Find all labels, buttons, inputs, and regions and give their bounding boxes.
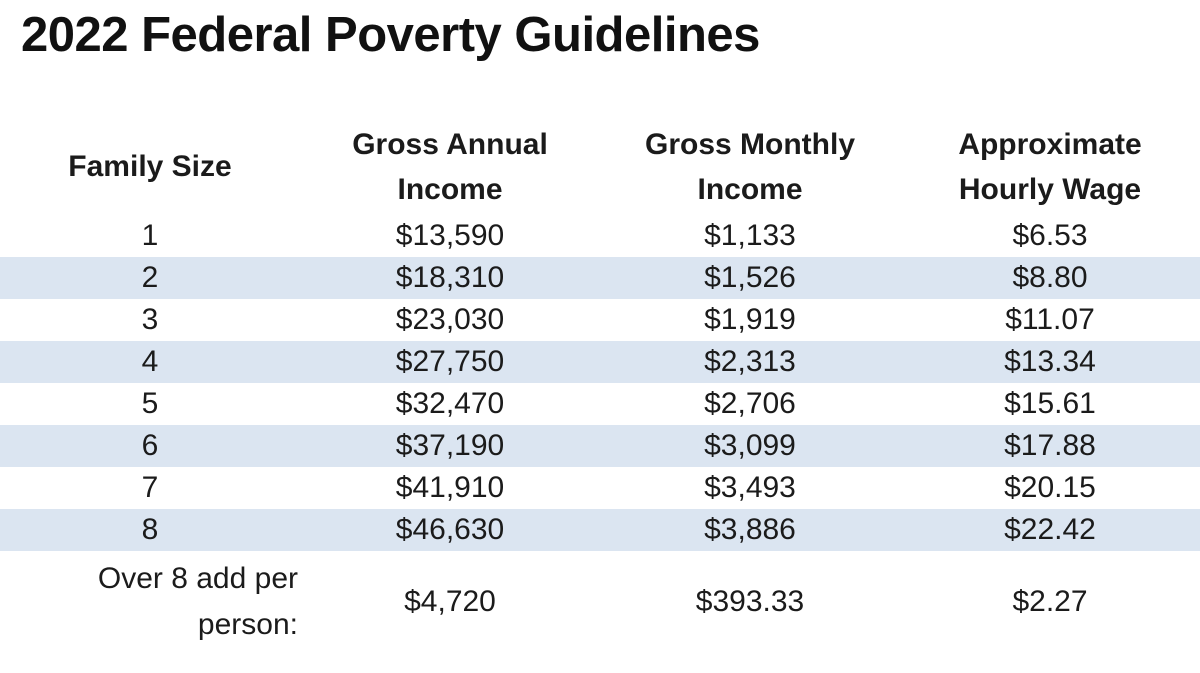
table-row-family-3: 3 $23,030 $1,919 $11.07 (0, 299, 1200, 341)
family-size-cell: 3 (141, 303, 159, 336)
family-size-cell: 5 (141, 387, 159, 420)
annual-income-cell: $46,630 (395, 513, 505, 546)
hourly-wage-cell: $13.34 (1004, 345, 1096, 378)
table-header-row: Family Size Gross Annual Income Gross Mo… (0, 118, 1200, 215)
monthly-income-cell: $2,706 (704, 387, 796, 420)
col-header-gross-annual-income: Gross Annual Income (300, 118, 600, 215)
page-title: 2022 Federal Poverty Guidelines (21, 8, 760, 62)
footer-label-line1: Over 8 add per (97, 562, 298, 595)
col-header-approximate-hourly-wage: Approximate Hourly Wage (900, 118, 1200, 215)
family-size-cell: 4 (141, 345, 159, 378)
table-row-family-7: 7 $41,910 $3,493 $20.15 (0, 467, 1200, 509)
hourly-wage-cell: $11.07 (1005, 303, 1095, 336)
family-size-cell: 7 (141, 471, 159, 504)
monthly-income-cell: $3,493 (704, 471, 796, 504)
col-header-hourly-line1: Approximate (958, 127, 1142, 161)
hourly-wage-cell: $15.61 (1004, 387, 1096, 420)
annual-income-cell: $4,720 (404, 585, 496, 618)
hourly-wage-cell: $17.88 (1004, 429, 1096, 462)
monthly-income-cell: $3,099 (704, 429, 796, 462)
col-header-family-size-label: Family Size (68, 150, 232, 183)
poverty-guidelines-table: Family Size Gross Annual Income Gross Mo… (0, 118, 1200, 653)
family-size-cell: 1 (141, 219, 159, 252)
table-row-family-4: 4 $27,750 $2,313 $13.34 (0, 341, 1200, 383)
hourly-wage-cell: $22.42 (1004, 513, 1096, 546)
hourly-wage-cell: $6.53 (1012, 219, 1088, 252)
family-size-cell: 8 (141, 513, 159, 546)
footer-label-line2: person: (197, 608, 298, 641)
annual-income-cell: $18,310 (395, 261, 505, 294)
annual-income-cell: $13,590 (395, 219, 505, 252)
monthly-income-cell: $1,526 (704, 261, 796, 294)
col-header-hourly-line2: Hourly Wage (958, 172, 1142, 206)
monthly-income-cell: $1,919 (704, 303, 796, 336)
table-row-over-8: Over 8 add per person: $4,720 $393.33 $2… (0, 551, 1200, 653)
family-size-cell: 6 (141, 429, 159, 462)
table-row-family-6: 6 $37,190 $3,099 $17.88 (0, 425, 1200, 467)
table-row-family-8: 8 $46,630 $3,886 $22.42 (0, 509, 1200, 551)
monthly-income-cell: $1,133 (704, 219, 796, 252)
annual-income-cell: $41,910 (395, 471, 505, 504)
col-header-annual-line2: Income (397, 172, 503, 206)
hourly-wage-cell: $8.80 (1012, 261, 1088, 294)
col-header-monthly-line2: Income (697, 172, 803, 206)
col-header-family-size: Family Size (0, 118, 300, 215)
hourly-wage-cell: $20.15 (1004, 471, 1096, 504)
monthly-income-cell: $2,313 (704, 345, 796, 378)
monthly-income-cell: $393.33 (695, 585, 805, 618)
col-header-monthly-line1: Gross Monthly (644, 127, 855, 161)
table-row-family-2: 2 $18,310 $1,526 $8.80 (0, 257, 1200, 299)
hourly-wage-cell: $2.27 (1012, 585, 1088, 618)
annual-income-cell: $32,470 (395, 387, 505, 420)
annual-income-cell: $37,190 (395, 429, 505, 462)
footer-row-label: Over 8 add per person: (0, 551, 300, 653)
col-header-annual-line1: Gross Annual (352, 127, 548, 161)
family-size-cell: 2 (141, 261, 159, 294)
monthly-income-cell: $3,886 (704, 513, 796, 546)
annual-income-cell: $23,030 (395, 303, 505, 336)
col-header-gross-monthly-income: Gross Monthly Income (600, 118, 900, 215)
table-row-family-5: 5 $32,470 $2,706 $15.61 (0, 383, 1200, 425)
annual-income-cell: $27,750 (395, 345, 505, 378)
table-row-family-1: 1 $13,590 $1,133 $6.53 (0, 215, 1200, 257)
